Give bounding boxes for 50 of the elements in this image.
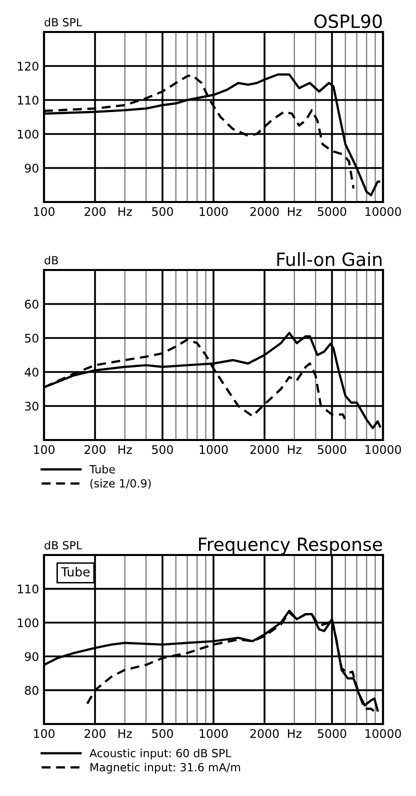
y-tick-label: 120 xyxy=(18,62,38,71)
x-tick-label: Hz xyxy=(288,207,302,216)
y-tick-label: 50 xyxy=(25,334,38,343)
x-tick-label: 2000 xyxy=(250,729,279,738)
chart-title: OSPL90 xyxy=(314,14,382,28)
x-tick-label: 1000 xyxy=(200,207,228,216)
y-axis-title: dB SPL xyxy=(44,540,82,550)
x-tick-label: 100 xyxy=(34,207,54,216)
annotation: Tube xyxy=(60,566,90,577)
y-tick-label: 110 xyxy=(18,584,38,594)
x-tick-label: 5000 xyxy=(318,729,346,738)
y-tick-label: 60 xyxy=(24,300,38,309)
legend-label: Tube xyxy=(89,464,115,474)
legend-label: Acoustic input: 60 dB SPL xyxy=(90,748,232,760)
x-tick-label: Hz xyxy=(118,729,132,738)
legend-label: Magnetic input: 31.6 mA/m xyxy=(90,762,240,774)
x-tick-label: 10000 xyxy=(366,207,401,216)
legend-label: (size 1/0.9) xyxy=(90,478,151,489)
x-tick-label: 100 xyxy=(34,729,54,738)
x-tick-label: 500 xyxy=(152,729,173,738)
x-tick-label: 1000 xyxy=(200,729,228,738)
y-axis-title: dB SPL xyxy=(44,18,82,26)
x-tick-label: 100 xyxy=(34,445,54,454)
y-tick-label: 100 xyxy=(18,618,38,628)
chart-title: Full-on Gain xyxy=(277,252,382,266)
x-tick-label: Hz xyxy=(288,445,302,454)
x-tick-label: 2000 xyxy=(250,445,279,454)
y-axis-title: dB xyxy=(44,256,58,264)
y-tick-label: 90 xyxy=(24,164,38,173)
y-tick-label: 110 xyxy=(18,96,38,105)
y-tick-label: 90 xyxy=(24,652,38,662)
x-tick-label: 10000 xyxy=(366,445,401,454)
x-tick-label: 500 xyxy=(152,207,173,216)
x-tick-label: Hz xyxy=(288,729,302,738)
x-tick-label: 200 xyxy=(84,207,106,216)
x-tick-label: Hz xyxy=(118,445,132,454)
chart-title: Frequency Response xyxy=(199,538,382,555)
x-tick-label: 500 xyxy=(152,445,173,454)
x-tick-label: Hz xyxy=(118,207,132,216)
y-tick-label: 80 xyxy=(24,686,38,695)
x-tick-label: 200 xyxy=(84,445,106,454)
y-tick-label: 40 xyxy=(24,368,38,377)
x-tick-label: 1000 xyxy=(200,445,228,454)
x-tick-label: 2000 xyxy=(250,207,279,216)
x-tick-label: 200 xyxy=(84,729,106,738)
y-tick-label: 100 xyxy=(18,130,38,139)
y-tick-label: 30 xyxy=(25,402,38,411)
x-tick-label: 5000 xyxy=(318,445,346,454)
x-tick-label: 10000 xyxy=(366,729,401,738)
x-tick-label: 5000 xyxy=(318,207,346,216)
